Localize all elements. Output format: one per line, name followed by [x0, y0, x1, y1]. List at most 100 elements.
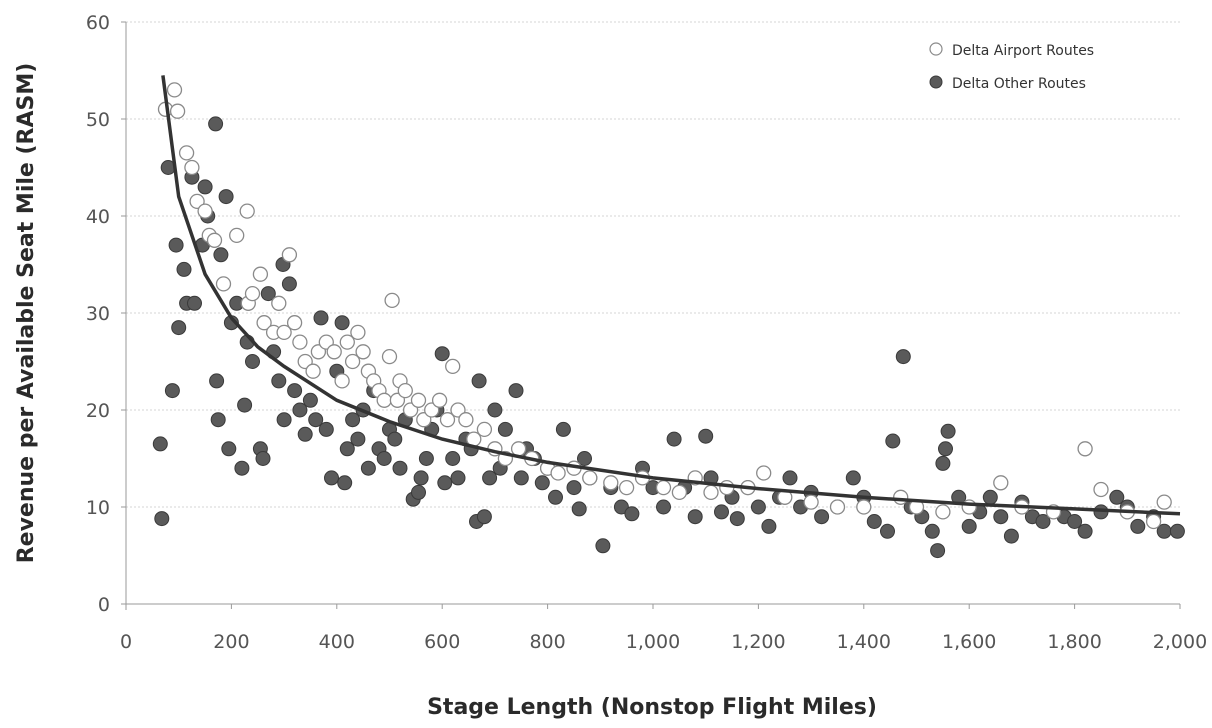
airport-route-point-11	[239, 203, 255, 219]
trendline	[161, 75, 1181, 516]
other-route-point-72	[487, 402, 503, 418]
airport-route-point-35	[376, 392, 392, 408]
other-route-point-35	[297, 426, 313, 442]
x-tick-label-0: 0	[120, 631, 132, 653]
airport-route-point-45	[431, 392, 448, 408]
other-route-point-81	[548, 489, 563, 505]
x-tick-label-400: 400	[319, 631, 355, 653]
other-route-point-65	[450, 470, 466, 486]
airport-route-point-28	[339, 334, 355, 350]
other-route-point-1	[154, 511, 170, 527]
other-route-point-97	[698, 428, 714, 444]
other-route-point-45	[345, 412, 361, 428]
other-route-point-31	[276, 412, 292, 428]
airport-route-point-5	[189, 193, 205, 210]
other-route-point-119	[924, 523, 940, 539]
y-tick-label-60: 60	[86, 12, 110, 34]
other-route-point-113	[866, 514, 882, 529]
airport-route-point-23	[305, 363, 321, 379]
airport-route-point-46	[439, 412, 456, 428]
other-route-point-115	[885, 433, 901, 449]
other-route-point-44	[339, 441, 355, 457]
airport-route-point-15	[256, 315, 272, 331]
airport-route-point-9	[215, 276, 232, 292]
other-route-point-90	[624, 506, 640, 522]
other-route-point-74	[497, 421, 513, 437]
airport-route-point-64	[671, 484, 688, 501]
other-route-point-54	[392, 460, 408, 476]
x-tick-label-1000: 1,000	[626, 631, 680, 653]
airport-route-point-2	[169, 103, 186, 119]
other-route-point-93	[656, 499, 671, 515]
airport-route-point-14	[252, 266, 269, 282]
airport-route-point-60	[603, 475, 619, 491]
other-route-point-134	[1067, 514, 1083, 529]
other-route-point-15	[210, 412, 226, 428]
y-axis-title: Revenue per Available Seat Mile (RASM)	[14, 63, 39, 564]
legend-label-other-routes: Delta Other Routes	[952, 76, 1086, 92]
airport-route-point-73	[856, 499, 872, 515]
airport-route-point-57	[550, 465, 566, 481]
airport-route-point-21	[292, 334, 308, 350]
airport-route-point-3	[178, 145, 195, 161]
other-route-point-84	[571, 501, 587, 517]
other-route-point-139	[1130, 518, 1146, 534]
other-route-point-43	[337, 475, 353, 491]
other-route-point-82	[555, 421, 571, 437]
airport-route-point-76	[935, 504, 951, 520]
other-route-point-109	[814, 509, 830, 525]
other-route-point-125	[961, 518, 977, 534]
legend-background	[920, 34, 1175, 96]
other-route-point-71	[482, 470, 498, 486]
other-route-point-83	[566, 480, 582, 496]
other-route-point-18	[221, 441, 237, 457]
other-route-point-135	[1077, 523, 1093, 539]
airport-route-point-20	[286, 315, 303, 331]
other-route-point-17	[218, 189, 234, 205]
x-tick-label-1600: 1,600	[942, 631, 996, 653]
other-route-point-75	[508, 383, 524, 399]
other-route-point-123	[940, 423, 956, 439]
airport-route-point-17	[271, 295, 287, 311]
other-route-point-9	[187, 295, 202, 311]
other-route-point-48	[360, 460, 376, 476]
other-route-point-57	[411, 484, 426, 500]
x-tick-labels: 0 200 400 600 800 1,000 1,200 1,400 1,600 1,800 2,…	[120, 604, 1207, 653]
other-route-point-142	[1169, 523, 1185, 539]
other-route-point-14	[209, 373, 225, 389]
airport-route-point-1	[166, 82, 183, 98]
x-axis-title: Stage Length (Nonstop Flight Miles)	[427, 695, 877, 720]
airport-route-point-36	[381, 348, 398, 365]
other-route-point-121	[935, 455, 951, 471]
other-route-point-24	[245, 354, 260, 369]
other-route-point-114	[880, 523, 895, 539]
airport-route-point-84	[1145, 513, 1162, 530]
airport-route-point-72	[829, 499, 846, 515]
airport-route-point-4	[184, 159, 200, 176]
other-route-point-99	[714, 504, 729, 520]
other-route-point-87	[595, 538, 611, 554]
airport-route-point-63	[655, 479, 672, 496]
other-route-point-21	[234, 460, 250, 476]
data-points	[152, 82, 1185, 559]
other-route-point-129	[1003, 528, 1019, 544]
airport-route-point-18	[276, 324, 292, 341]
other-route-point-22	[237, 397, 253, 413]
airport-route-point-30	[350, 324, 366, 341]
other-route-point-76	[513, 470, 529, 486]
airport-route-point-74	[893, 489, 909, 505]
other-route-point-101	[729, 511, 745, 527]
other-route-point-32	[281, 276, 297, 292]
other-route-point-63	[437, 475, 453, 491]
airport-route-point-54	[510, 441, 527, 457]
airport-route-point-42	[410, 392, 427, 408]
other-route-point-5	[171, 320, 187, 336]
other-route-point-104	[761, 518, 777, 534]
airport-route-point-27	[334, 373, 350, 389]
other-route-point-79	[534, 475, 550, 491]
other-route-point-13	[208, 116, 224, 132]
other-route-point-122	[938, 441, 953, 457]
other-route-point-120	[930, 543, 946, 559]
